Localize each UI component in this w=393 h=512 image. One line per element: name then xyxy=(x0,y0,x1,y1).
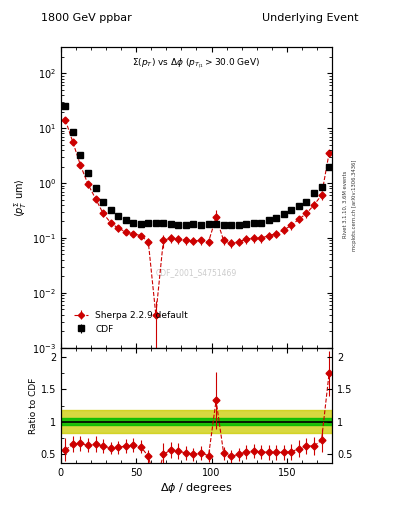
Text: CDF_2001_S4751469: CDF_2001_S4751469 xyxy=(156,268,237,277)
Y-axis label: $\langle p_T^\Sigma$ um$\rangle$: $\langle p_T^\Sigma$ um$\rangle$ xyxy=(13,178,29,217)
Y-axis label: Ratio to CDF: Ratio to CDF xyxy=(29,377,38,434)
Bar xyxy=(61,418,332,425)
Text: Rivet 3.1.10, 3.6M events: Rivet 3.1.10, 3.6M events xyxy=(343,171,348,239)
Text: 1800 GeV ppbar: 1800 GeV ppbar xyxy=(41,13,132,23)
Text: Underlying Event: Underlying Event xyxy=(262,13,359,23)
Legend: Sherpa 2.2.9 default, CDF: Sherpa 2.2.9 default, CDF xyxy=(71,308,192,337)
Bar xyxy=(61,410,332,433)
Text: mcplots.cern.ch [arXiv:1306.3436]: mcplots.cern.ch [arXiv:1306.3436] xyxy=(352,159,357,250)
Text: $\Sigma(p_T)$ vs $\Delta\phi$ ($p_{T_{|1}} > 30.0$ GeV): $\Sigma(p_T)$ vs $\Delta\phi$ ($p_{T_{|1… xyxy=(132,56,261,70)
X-axis label: $\Delta\phi$ / degrees: $\Delta\phi$ / degrees xyxy=(160,481,233,495)
